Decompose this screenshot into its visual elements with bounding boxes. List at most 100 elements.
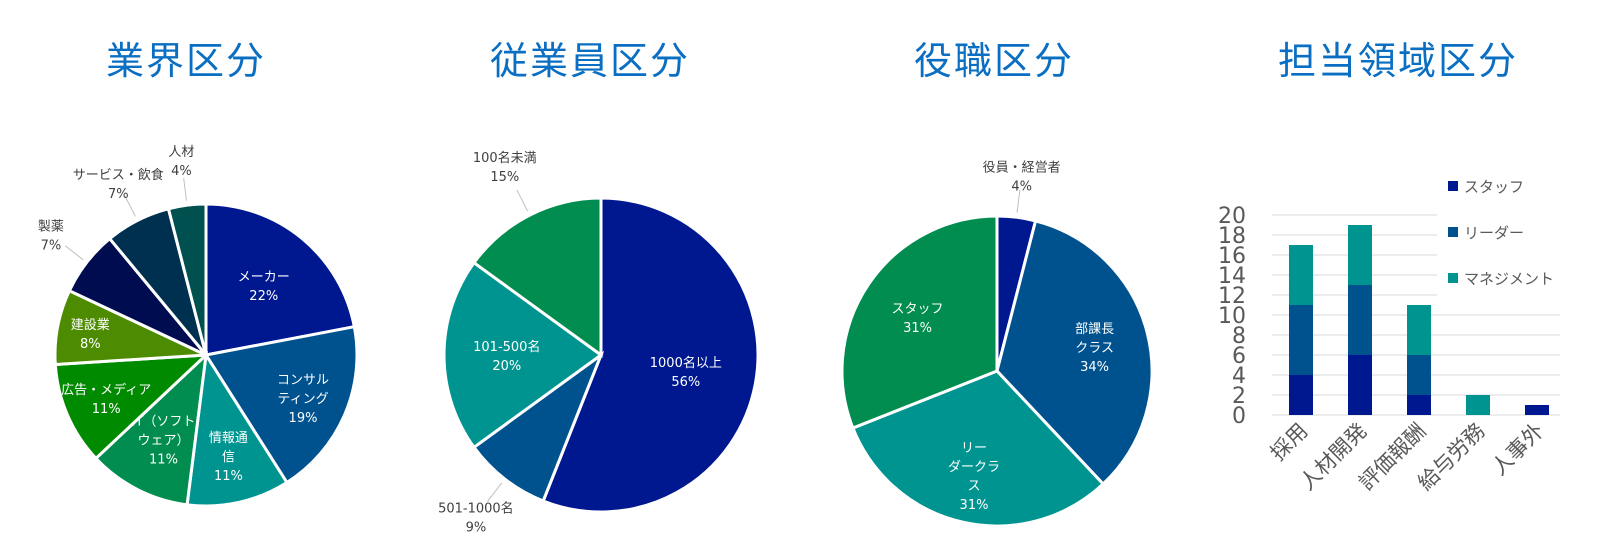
- slice-percent: 11%: [149, 452, 178, 467]
- slice-label: コンサルティング 19%: [277, 373, 329, 426]
- slice-name: 建設業: [71, 317, 110, 333]
- x-tick-label: 人事外: [1487, 419, 1549, 481]
- slice-percent: 11%: [214, 469, 243, 484]
- slice-name: 信: [222, 450, 235, 465]
- slice-percent: 15%: [490, 170, 519, 185]
- legend-label: マネジメント: [1464, 270, 1554, 288]
- y-tick-label: 4: [1232, 364, 1246, 389]
- legend-swatch: [1448, 227, 1458, 237]
- bar-segment: [1466, 395, 1490, 415]
- domain-chart-title: 担当領域区分: [1277, 39, 1519, 83]
- leader-line: [64, 245, 84, 261]
- legend-label: スタッフ: [1464, 178, 1524, 196]
- position-chart-title: 役職区分: [913, 39, 1075, 83]
- y-tick-label: 10: [1218, 304, 1246, 329]
- bar-segment: [1348, 225, 1372, 285]
- slice-label: 建設業 8%: [71, 317, 110, 352]
- slice-percent: 19%: [289, 411, 318, 426]
- slice-label: スタッフ 31%: [892, 302, 944, 336]
- x-tick-label: 採用: [1266, 419, 1313, 466]
- slice-percent: 8%: [80, 337, 101, 352]
- pie-chart-1: 1000名以上 56% 501-1000名 9% 101-500名 20% 100名未満 15…: [438, 150, 760, 535]
- bar-segment: [1289, 305, 1313, 375]
- slice-percent: 11%: [92, 402, 121, 417]
- slice-name: 人材: [168, 145, 194, 160]
- slice-name: 101-500名: [473, 339, 540, 355]
- bar-segment: [1348, 285, 1372, 355]
- slice-percent: 7%: [41, 239, 62, 254]
- employee-chart-title: 従業員区分: [489, 39, 691, 83]
- slice-percent: 9%: [466, 520, 487, 535]
- pie-slice: [471, 350, 605, 503]
- leader-line: [124, 196, 136, 217]
- slice-name: スタッフ: [892, 302, 944, 317]
- leader-line: [1016, 189, 1021, 213]
- slice-name: メーカー: [238, 270, 290, 285]
- y-tick-label: 18: [1218, 224, 1246, 249]
- slice-label: 100名未満 15%: [473, 150, 537, 185]
- y-tick-label: 12: [1218, 284, 1246, 309]
- slice-name: コンサル: [277, 373, 329, 388]
- slice-percent: 7%: [108, 187, 129, 202]
- pie-chart-2: 役員・経営者 4% 部課長クラス 34% リーダークラス 31% スタッフ 31%: [840, 161, 1154, 528]
- slice-label: IT（ソフトウェア） 11%: [132, 414, 196, 467]
- slice-label: リーダークラス 31%: [948, 441, 1000, 513]
- slice-label: 501-1000名 9%: [438, 500, 514, 535]
- bar-segment: [1289, 375, 1313, 415]
- pie-slice: [203, 324, 359, 485]
- slice-label: サービス・飲食 7%: [73, 167, 164, 202]
- slice-name: 部課長: [1075, 321, 1114, 337]
- bar-segment: [1407, 395, 1431, 415]
- bar-segment: [1407, 355, 1431, 395]
- slice-label: 人材 4%: [168, 145, 194, 179]
- slice-label: 情報通信 11%: [209, 431, 248, 484]
- leader-line: [487, 482, 503, 502]
- pie-slice: [93, 351, 209, 507]
- slice-percent: 20%: [492, 359, 521, 374]
- slice-label: 役員・経営者 4%: [983, 161, 1061, 195]
- bar-segment: [1525, 405, 1549, 415]
- slice-percent: 22%: [249, 289, 278, 304]
- legend-swatch: [1448, 273, 1458, 283]
- pie-slice: [471, 196, 603, 358]
- slice-name: サービス・飲食: [73, 167, 164, 183]
- legend-swatch: [1448, 181, 1458, 191]
- bar-segment: [1289, 245, 1313, 305]
- slice-name: 501-1000名: [438, 500, 514, 516]
- pie-slice: [840, 214, 999, 431]
- leader-line: [516, 189, 529, 212]
- slice-percent: 34%: [1080, 360, 1109, 375]
- slice-name: ウェア）: [137, 433, 189, 448]
- slice-name: 広告・メディア: [61, 382, 151, 398]
- pie-slice: [204, 202, 357, 357]
- legend-label: リーダー: [1464, 224, 1524, 242]
- slice-percent: 56%: [671, 375, 700, 390]
- stacked-bar-chart: 02468101214161820採用人材開発評価報酬給与労務人事外スタッフリー…: [1218, 178, 1560, 495]
- bar-segment: [1348, 355, 1372, 415]
- slice-label: 1000名以上 56%: [650, 355, 722, 390]
- slice-name: 役員・経営者: [983, 161, 1061, 176]
- slice-label: 広告・メディア 11%: [61, 382, 151, 417]
- y-tick-label: 20: [1218, 204, 1246, 229]
- pie-chart-0: メーカー 22%コンサルティング 19%情報通信 11%IT（ソフトウェア） 11%広告…: [38, 145, 359, 508]
- bar-segment: [1407, 305, 1431, 355]
- pie-slice: [995, 219, 1154, 487]
- slice-name: 100名未満: [473, 150, 537, 166]
- slice-name: 製薬: [38, 220, 64, 235]
- leader-line: [183, 178, 188, 201]
- y-tick-label: 0: [1232, 404, 1246, 429]
- slice-name: クラス: [1075, 341, 1114, 356]
- pie-slice: [850, 369, 1106, 528]
- slice-label: 製薬 7%: [38, 220, 64, 254]
- slice-label: メーカー 22%: [238, 270, 290, 304]
- slice-name: ティング: [277, 392, 328, 407]
- y-tick-label: 6: [1232, 344, 1246, 369]
- slice-percent: 4%: [171, 164, 192, 179]
- pie-slice: [541, 196, 760, 514]
- slice-name: 情報通: [209, 431, 248, 446]
- y-tick-label: 14: [1218, 264, 1246, 289]
- pie-slice: [185, 350, 289, 508]
- pie-slice: [442, 260, 604, 450]
- slice-name: ダークラ: [948, 460, 1000, 475]
- slice-name: 1000名以上: [650, 355, 722, 371]
